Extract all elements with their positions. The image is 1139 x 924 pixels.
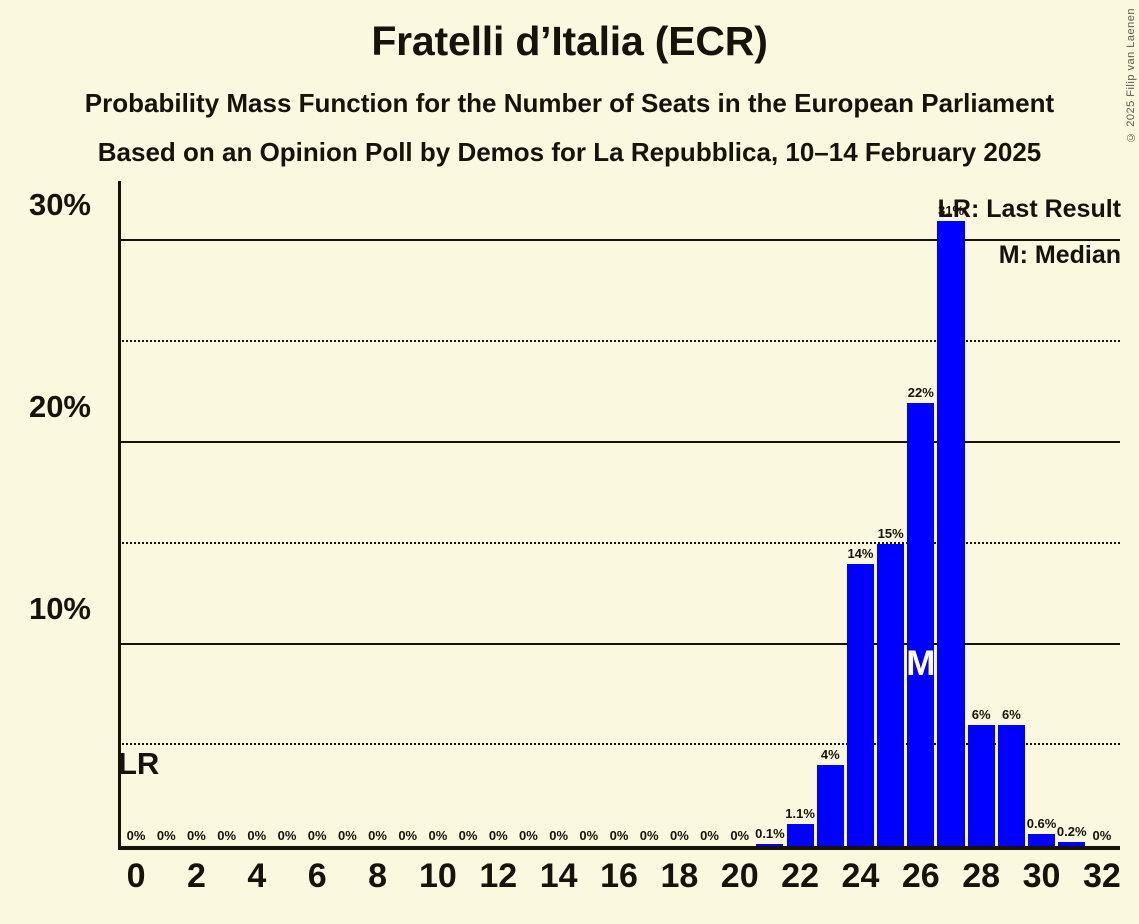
bar-seat-27: [937, 221, 965, 846]
bar-seat-28: [967, 725, 995, 846]
bar-value-label-seat-28: 6%: [971, 707, 991, 723]
x-axis-tick-4: 4: [247, 857, 267, 895]
bar-value-label-seat-24: 14%: [847, 545, 874, 561]
bar-value-label-seat-22: 1.1%: [785, 805, 815, 821]
bar-seat-29: [997, 725, 1025, 846]
x-axis-tick-8: 8: [368, 857, 387, 895]
bar-value-label-seat-29: 6%: [1001, 707, 1021, 723]
legend-item-median: M: Median: [998, 241, 1121, 269]
x-axis-line: [118, 846, 1120, 850]
y-axis-tick-30pct: 30%: [28, 187, 91, 223]
bar-seat-24: [846, 563, 875, 846]
bar-value-label-seat-23: 4%: [820, 747, 840, 763]
bar-value-label-seat-8: 0%: [368, 828, 387, 843]
x-axis-tick-18: 18: [660, 857, 699, 895]
bar-value-label-seat-17: 0%: [639, 828, 659, 843]
gridline-25pct: [118, 340, 1120, 343]
bar-value-label-seat-2: 0%: [187, 828, 206, 843]
bar-value-label-seat-18: 0%: [669, 828, 689, 843]
median-marker: M: [906, 643, 936, 683]
bar-value-label-seat-12: 0%: [488, 828, 508, 843]
chart-source: Based on an Opinion Poll by Demos for La…: [97, 137, 1042, 167]
chart-legend: LR: Last Result M: Median: [938, 186, 1121, 278]
bar-value-label-seat-26: 22%: [907, 384, 934, 400]
gridline-30pct: [118, 239, 1120, 242]
x-axis-tick-6: 6: [307, 857, 327, 895]
bar-value-label-seat-27: 31%: [937, 203, 965, 219]
bar-value-label-seat-1: 0%: [156, 828, 176, 843]
x-axis-tick-16: 16: [600, 857, 638, 895]
x-axis-tick-32: 32: [1082, 857, 1121, 895]
bar-value-label-seat-19: 0%: [700, 828, 719, 843]
y-axis-tick-20pct: 20%: [28, 388, 91, 424]
bar-value-label-seat-21: 0.1%: [755, 826, 785, 841]
x-axis-tick-20: 20: [720, 857, 759, 895]
x-axis-tick-10: 10: [418, 857, 457, 895]
x-axis-tick-14: 14: [539, 857, 578, 895]
last-result-marker: LR: [118, 745, 160, 781]
bar-value-label-seat-25: 15%: [877, 525, 904, 541]
bar-value-label-seat-31: 0.2%: [1056, 823, 1087, 839]
x-axis-tick-22: 22: [781, 857, 819, 895]
bar-value-label-seat-11: 0%: [458, 828, 478, 843]
x-axis-tick-12: 12: [479, 857, 518, 895]
y-axis-tick-10pct: 10%: [28, 590, 91, 626]
bar-value-label-seat-7: 0%: [337, 828, 357, 843]
legend-item-last-result: LR: Last Result: [937, 195, 1121, 223]
x-axis-tick-24: 24: [841, 857, 880, 895]
page-title: Fratelli d’Italia (ECR): [371, 18, 768, 64]
chart-plot-area: 10% 20% 30% 0% 0% 0% 0% 0% 0% 0% 0% 0% 0% 0% 0% 0% 0% 0%…: [29, 181, 1121, 895]
bar-value-label-seat-14: 0%: [549, 828, 569, 843]
x-axis-tick-0: 0: [126, 857, 146, 895]
gridline-20pct: [118, 440, 1120, 443]
chart-subtitle: Probability Mass Function for the Number…: [84, 88, 1055, 118]
bar-value-label-seat-3: 0%: [217, 828, 237, 843]
bar-value-label-seat-5: 0%: [277, 828, 297, 843]
gridline-10pct: [118, 642, 1120, 645]
bar-seat-26: [907, 402, 935, 846]
bar-value-label-seat-10: 0%: [428, 828, 448, 843]
bar-value-label-seat-16: 0%: [609, 828, 629, 843]
x-axis-tick-2: 2: [186, 857, 206, 895]
bar-value-label-seat-32: 0%: [1092, 828, 1112, 843]
copyright-notice: © 2025 Filip van Laenen: [1125, 8, 1137, 143]
x-axis-tick-30: 30: [1022, 857, 1061, 895]
y-axis-line: [118, 181, 121, 850]
x-axis-tick-28: 28: [962, 857, 1001, 895]
bar-seat-23: [816, 765, 844, 846]
gridline-5pct: [118, 743, 1120, 746]
bar-seat-21: [756, 844, 784, 846]
bar-seat-31: [1058, 841, 1086, 846]
bar-seat-30: [1027, 833, 1056, 846]
gridline-15pct: [118, 541, 1120, 544]
bar-value-label-seat-13: 0%: [519, 828, 538, 843]
bar-seat-22: [786, 823, 814, 846]
bar-value-label-seat-15: 0%: [579, 828, 599, 843]
bar-seat-25: [877, 543, 905, 846]
bar-value-label-seat-6: 0%: [307, 828, 327, 843]
x-axis-tick-26: 26: [901, 857, 940, 895]
bar-value-label-seat-0: 0%: [126, 828, 146, 843]
bar-value-label-seat-20: 0%: [730, 828, 750, 843]
bar-value-label-seat-30: 0.6%: [1026, 815, 1057, 831]
bar-value-label-seat-4: 0%: [247, 828, 267, 843]
bar-value-label-seat-9: 0%: [398, 828, 418, 843]
